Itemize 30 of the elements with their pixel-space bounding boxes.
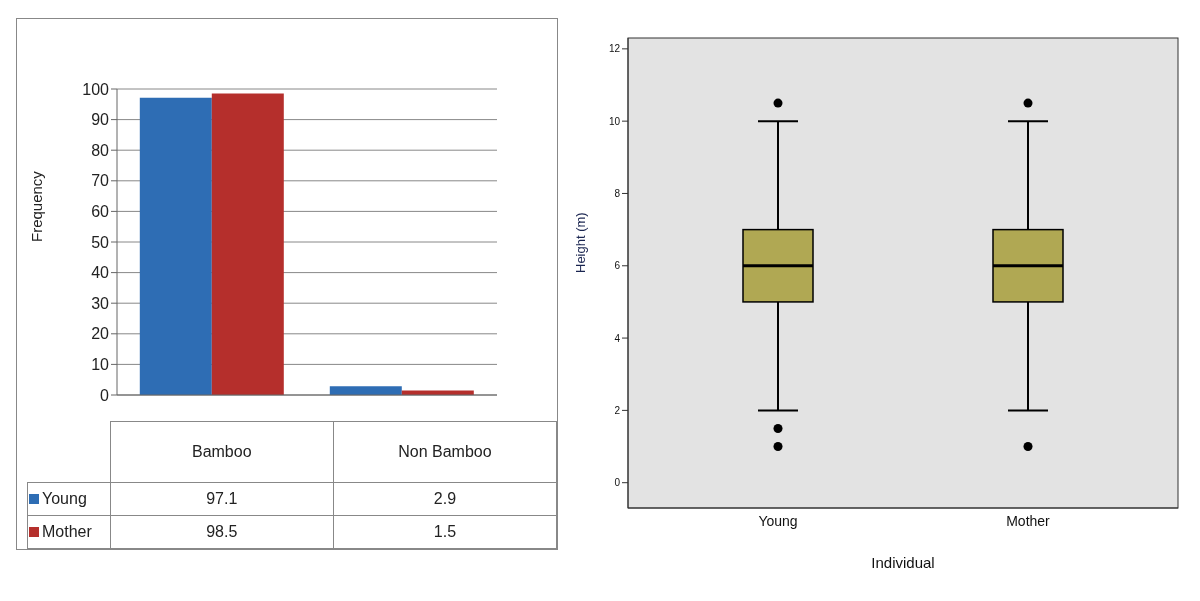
y-tick-label: 80 <box>91 141 110 159</box>
y-axis-title: Frequency <box>28 170 46 242</box>
y-tick-label: 40 <box>91 264 110 282</box>
y-tick-label: 60 <box>91 203 110 221</box>
y-tick-label: 20 <box>91 325 110 343</box>
y-tick-label: 10 <box>91 356 110 374</box>
data-label: 2.9 <box>333 482 557 515</box>
y-tick-label: 8 <box>614 188 621 200</box>
y-axis-title: Height (m) <box>572 212 588 273</box>
y-tick-label: 90 <box>91 111 110 129</box>
data-label: 97.1 <box>110 482 334 515</box>
bar <box>211 93 284 395</box>
data-label: 1.5 <box>333 515 557 548</box>
x-tick-label: Bamboo <box>110 421 334 482</box>
data-label: 98.5 <box>110 515 334 548</box>
y-tick-label: 50 <box>91 233 110 251</box>
y-tick-label: 70 <box>91 172 110 190</box>
y-tick-label: 30 <box>91 294 110 312</box>
y-tick-label: 12 <box>608 43 621 55</box>
bar <box>329 386 402 395</box>
y-tick-label: 4 <box>614 332 621 344</box>
y-tick-label: 10 <box>608 115 621 127</box>
y-tick-label: 2 <box>614 404 621 416</box>
y-tick-label: 0 <box>100 386 110 404</box>
y-tick-label: 100 <box>82 80 110 98</box>
y-tick-label: 0 <box>614 477 621 489</box>
bar <box>139 97 212 395</box>
x-axis-title: Individual <box>871 554 935 571</box>
y-tick-label: 6 <box>614 260 621 272</box>
x-tick-label: Non Bamboo <box>333 421 557 482</box>
